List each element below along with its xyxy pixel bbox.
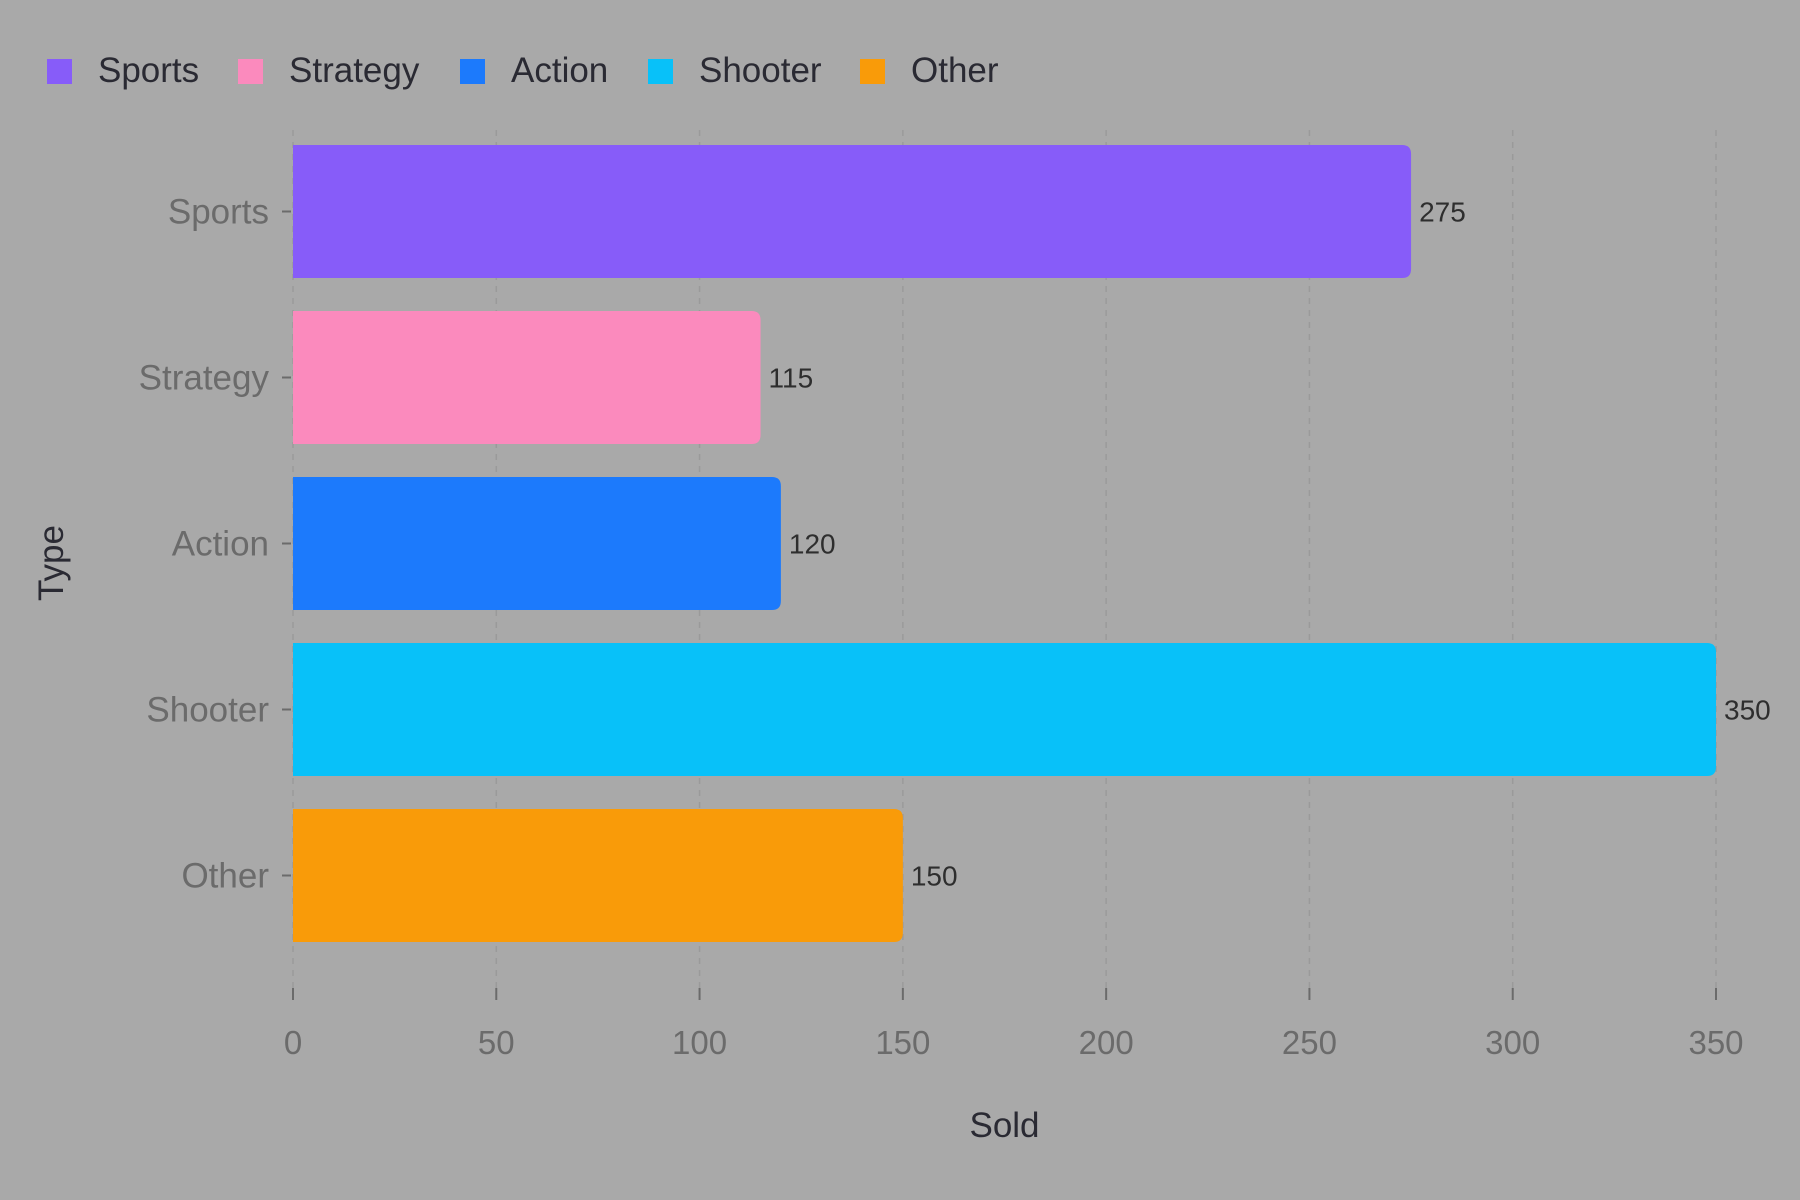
- legend-label: Strategy: [289, 51, 420, 90]
- x-tick-label: 100: [672, 1024, 727, 1061]
- legend-label: Action: [511, 51, 608, 90]
- bars: 275 115 120 350 150: [293, 145, 1771, 942]
- x-tick-label: 50: [478, 1024, 515, 1061]
- legend-swatch: [860, 59, 885, 84]
- y-axis-title: Type: [32, 525, 71, 601]
- legend-swatch: [648, 59, 673, 84]
- legend-swatch: [460, 59, 485, 84]
- legend-item-action: Action: [460, 51, 608, 90]
- legend: Sports Strategy Action Shooter Other: [47, 51, 999, 90]
- x-tick-label: 250: [1282, 1024, 1337, 1061]
- x-tick-label: 0: [284, 1024, 302, 1061]
- bar-sports: [293, 145, 1412, 278]
- y-tick-label: Strategy: [139, 359, 270, 398]
- bar-shooter: [293, 643, 1716, 776]
- y-tick-label: Shooter: [146, 691, 269, 730]
- y-tick-label: Action: [172, 525, 269, 564]
- x-tick-label: 200: [1079, 1024, 1134, 1061]
- legend-label: Shooter: [699, 51, 822, 90]
- data-label: 115: [769, 363, 814, 394]
- legend-swatch: [47, 59, 72, 84]
- data-label: 150: [911, 861, 958, 892]
- x-axis: 0 50 100 150 200 250 300 350: [284, 988, 1744, 1061]
- x-tick-label: 150: [875, 1024, 930, 1061]
- bar-strategy: [293, 311, 761, 444]
- legend-item-strategy: Strategy: [238, 51, 420, 90]
- x-tick-label: 300: [1485, 1024, 1540, 1061]
- legend-item-other: Other: [860, 51, 999, 90]
- legend-swatch: [238, 59, 263, 84]
- bar-other: [293, 809, 903, 942]
- y-axis: Sports Strategy Action Shooter Other: [139, 193, 291, 896]
- x-axis-title: Sold: [969, 1106, 1039, 1145]
- legend-item-sports: Sports: [47, 51, 199, 90]
- data-label: 120: [789, 529, 836, 560]
- data-label: 275: [1419, 197, 1466, 228]
- y-tick-label: Sports: [168, 193, 269, 232]
- legend-item-shooter: Shooter: [648, 51, 822, 90]
- x-tick-label: 350: [1688, 1024, 1743, 1061]
- bar-action: [293, 477, 781, 610]
- legend-label: Sports: [98, 51, 199, 90]
- y-tick-label: Other: [181, 857, 269, 896]
- data-label: 350: [1724, 695, 1771, 726]
- legend-label: Other: [911, 51, 999, 90]
